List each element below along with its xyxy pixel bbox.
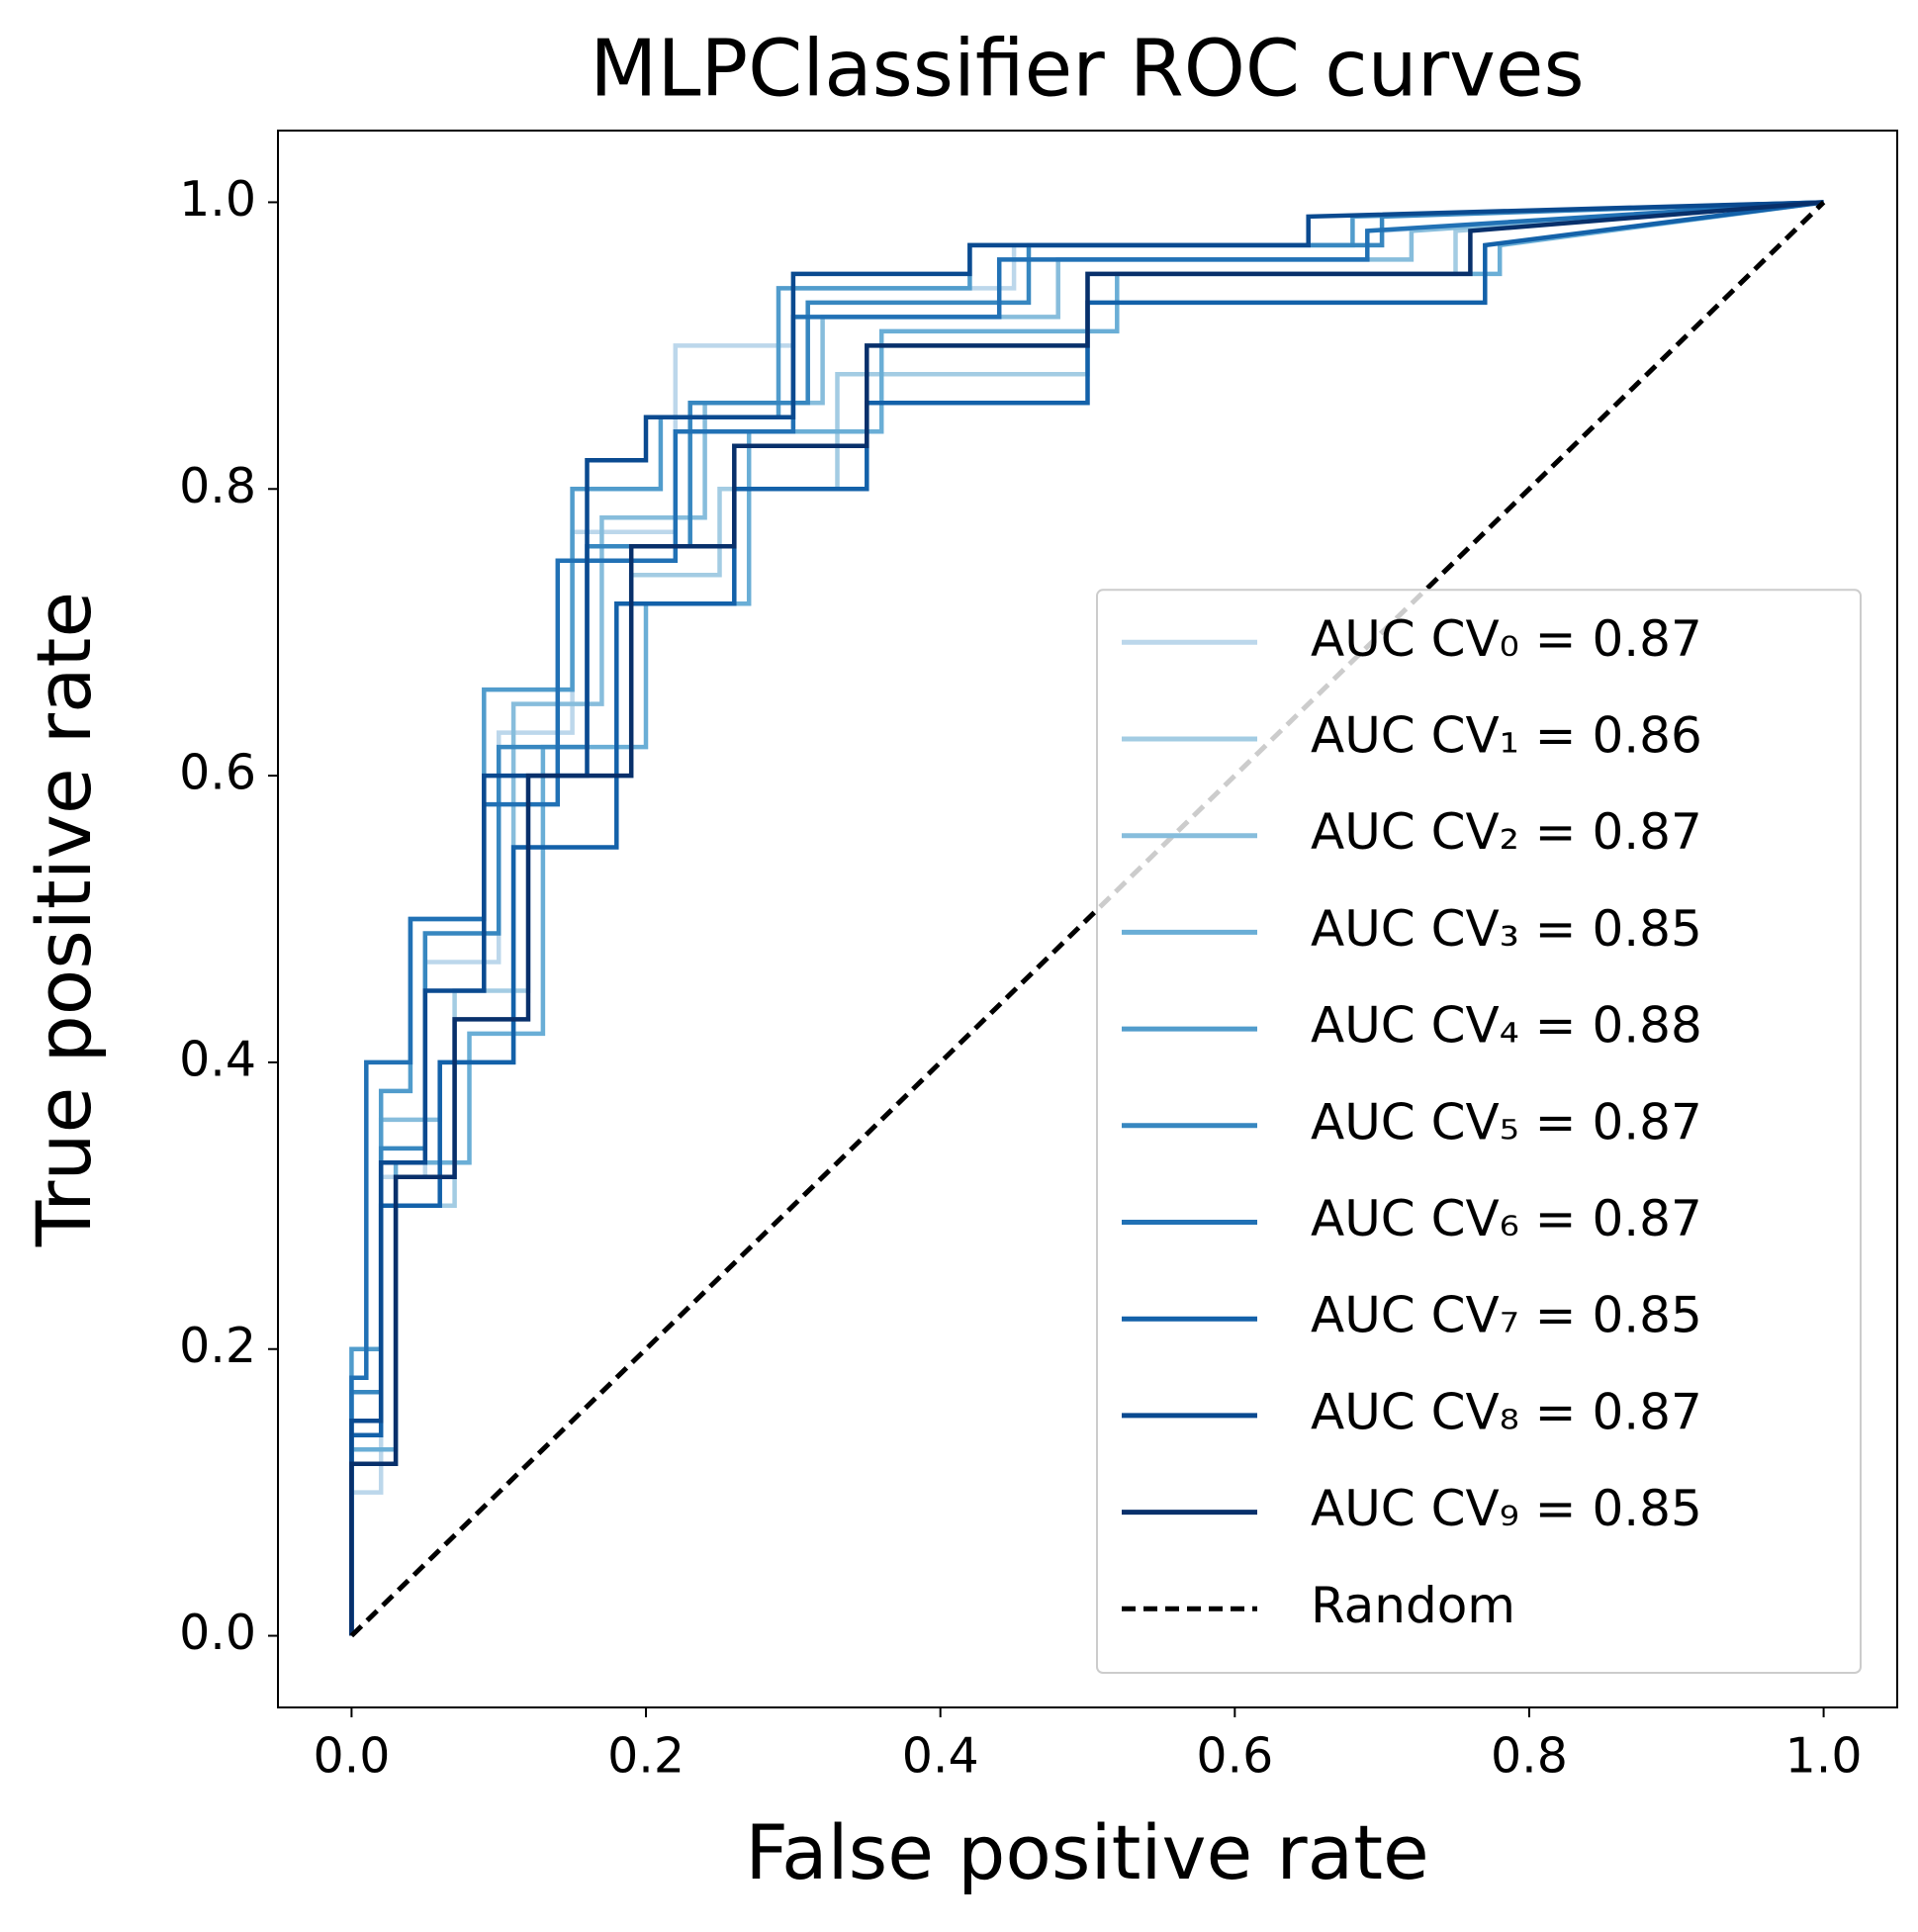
legend-label: AUC CV₂ = 0.87	[1311, 803, 1702, 861]
x-tick-label: 0.8	[1491, 1728, 1568, 1785]
legend-label: AUC CV₆ = 0.87	[1311, 1190, 1702, 1247]
y-tick-label: 0.6	[179, 745, 256, 801]
legend-label: AUC CV₃ = 0.85	[1311, 900, 1702, 958]
x-tick-label: 0.2	[607, 1728, 685, 1785]
legend-label: AUC CV₁ = 0.86	[1311, 707, 1702, 765]
y-tick-label: 1.0	[179, 171, 256, 228]
y-tick-label: 0.8	[179, 458, 256, 514]
legend-box	[1096, 589, 1862, 1674]
legend-label: AUC CV₈ = 0.87	[1311, 1383, 1702, 1440]
x-axis-label: False positive rate	[745, 1808, 1429, 1896]
x-tick-label: 0.0	[313, 1728, 390, 1785]
legend-label: AUC CV₉ = 0.85	[1311, 1480, 1702, 1537]
legend-label: AUC CV₀ = 0.87	[1311, 610, 1702, 668]
legend-label: AUC CV₅ = 0.87	[1311, 1093, 1702, 1150]
x-tick-label: 0.4	[902, 1728, 979, 1785]
legend-label: AUC CV₄ = 0.88	[1311, 997, 1702, 1055]
chart-title: MLPClassifier ROC curves	[590, 23, 1584, 114]
y-tick-label: 0.2	[179, 1318, 256, 1374]
roc-curve	[349, 200, 1824, 1636]
roc-curve	[349, 200, 1826, 1638]
x-tick-label: 1.0	[1785, 1728, 1863, 1785]
y-tick-label: 0.0	[179, 1605, 256, 1661]
x-tick-label: 0.6	[1196, 1728, 1273, 1785]
y-tick-label: 0.4	[179, 1031, 256, 1087]
legend-label: AUC CV₇ = 0.85	[1311, 1287, 1702, 1344]
plot-frame	[277, 130, 1898, 1708]
legend-label: Random	[1311, 1577, 1515, 1634]
roc-curve	[349, 200, 1824, 1636]
roc-curve	[349, 200, 1824, 1636]
y-axis-label: True positive rate	[20, 592, 108, 1247]
legend: AUC CV₀ = 0.87 AUC CV₁ = 0.86 AUC CV₂ = 0.…	[1096, 589, 1862, 1674]
